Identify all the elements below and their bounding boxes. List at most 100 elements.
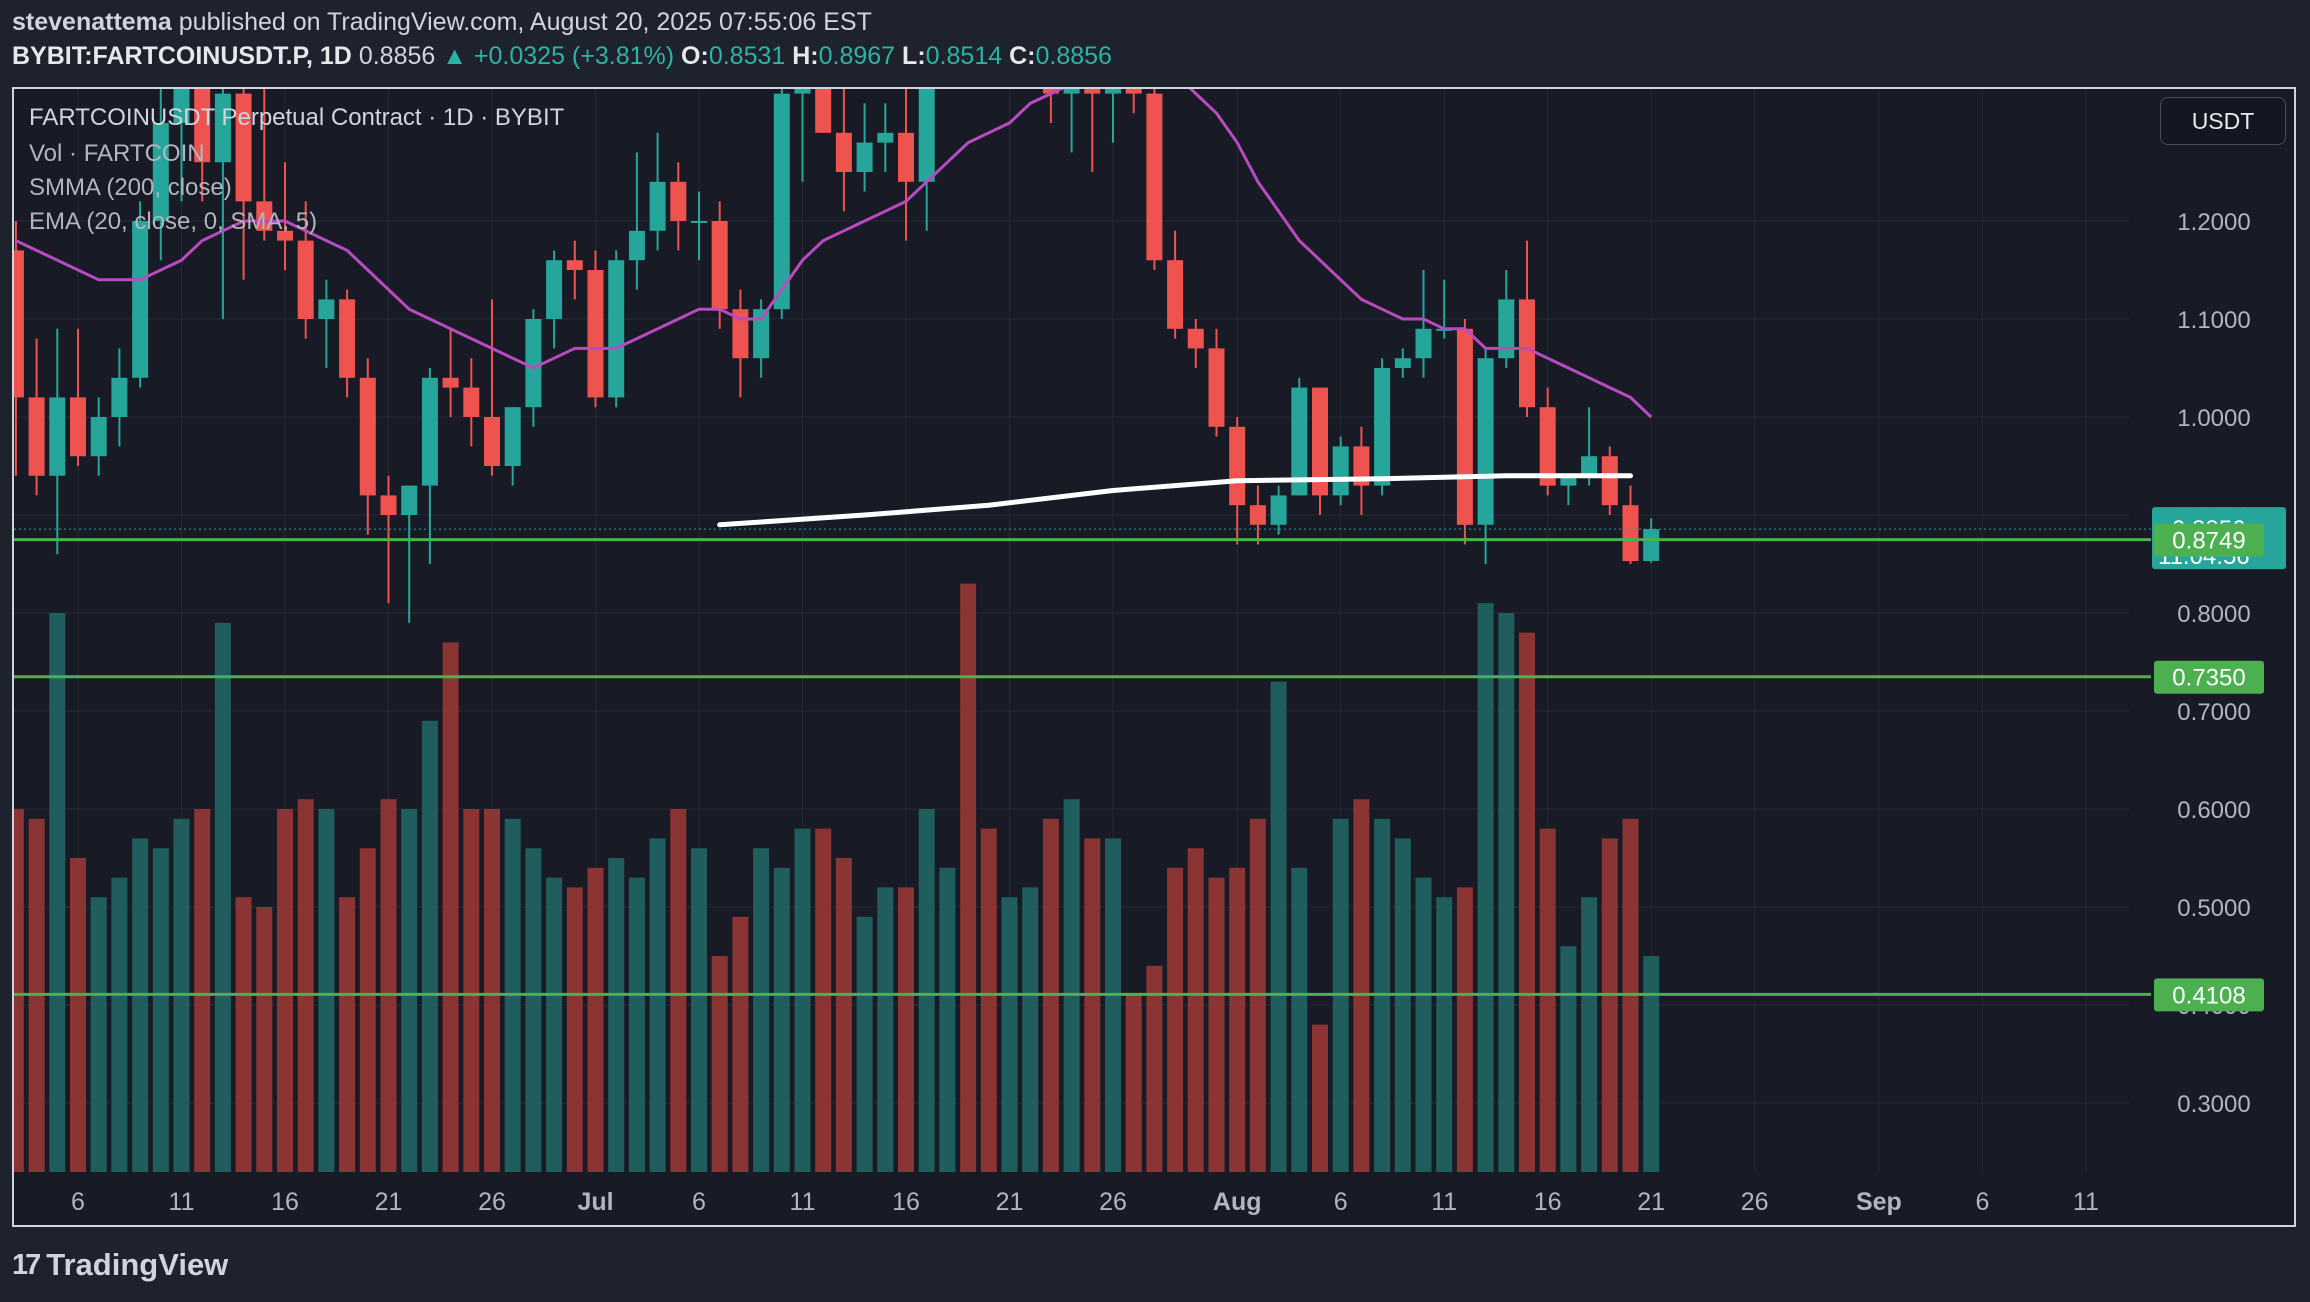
candle-body [401,485,418,515]
candle-body [960,0,976,5]
legend-volume[interactable]: Vol · FARTCOIN [29,140,205,167]
volume-bar [1353,799,1370,1172]
candle-body [1519,299,1535,408]
volume-bar [960,583,977,1172]
price-tick-label: 1.2000 [2177,209,2250,236]
candle-body [546,260,563,319]
volume-bar [1519,632,1535,1172]
tradingview-brand[interactable]: 17 TradingView [12,1247,228,1283]
candle-body [1146,93,1163,261]
candle-body [939,0,955,15]
candlesticks [14,0,1660,623]
candle-body [1581,456,1598,476]
candle-body [504,407,521,466]
legend-smma[interactable]: SMMA (200, close) [29,174,232,201]
candle-body [173,89,190,123]
volume-bar [463,809,480,1172]
time-tick-label: 6 [692,1188,706,1216]
candle-body [1643,529,1660,561]
candle-body [484,417,500,466]
volume-bars [14,583,1660,1172]
time-tick-label: 26 [1741,1188,1769,1216]
ema-20-line [15,89,1653,419]
candle-body [235,93,252,202]
candle-body [1291,387,1308,496]
volume-bar [214,622,231,1172]
volume-bar [1581,897,1598,1172]
candle-body [649,181,666,231]
candle-body [1229,426,1246,506]
candle-body [70,397,86,457]
high-label: H: [792,42,819,70]
price-change: ▲ +0.0325 (+3.81%) [442,42,675,70]
volume-bar [566,887,583,1172]
volume-bar [235,897,252,1172]
low-value: 0.8514 [925,42,1003,70]
time-tick-label: 21 [1637,1188,1665,1216]
volume-bar [691,848,707,1172]
volume-bar [835,858,852,1172]
publish-info: stevenattema published on TradingView.co… [12,8,872,37]
time-axis[interactable]: 6 11 16 21 26 Jul 6 11 16 21 26 Aug 6 11 16 21 26 Sep 6 11 [71,1188,2099,1216]
time-tick-label: Aug [1213,1188,1262,1216]
volume-bar [90,897,107,1172]
volume-bar [918,809,935,1172]
volume-bar [980,828,997,1172]
volume-bar [442,642,459,1172]
candle-body [359,377,376,496]
volume-bar [111,877,128,1172]
candle-body [835,132,852,172]
volume-bar [1643,956,1660,1172]
volume-bar [1001,897,1018,1172]
candle-body [1167,260,1184,329]
level-badge-text: 0.8749 [2172,528,2245,555]
volume-bar [608,858,625,1172]
candle-body [918,89,935,182]
open-label: O: [681,42,709,70]
price-tick-label: 0.6000 [2177,797,2250,824]
candle-body [111,377,128,417]
candle-body [981,5,997,25]
volume-bar [1270,681,1287,1172]
candle-body [1208,348,1225,427]
time-tick-label: 26 [478,1188,506,1216]
smma-200-line [717,473,1633,528]
legend-main[interactable]: FARTCOINUSDT Perpetual Contract · 1D · B… [29,104,565,131]
time-tick-label: 11 [1431,1188,1457,1216]
volume-bar [1084,838,1101,1172]
level-badge [2154,660,2264,694]
candle-body [1498,299,1515,359]
candle-body [691,221,707,223]
volume-bar [1022,887,1039,1172]
volume-bar [297,799,314,1172]
open-value: 0.8531 [708,42,786,70]
candle-body [318,299,335,319]
volume-bar [484,809,500,1172]
candle-body [1002,0,1018,25]
candle-body [898,132,914,182]
volume-bar [1187,848,1204,1172]
candle-body [297,240,314,319]
candle-body [1270,495,1287,525]
volume-bar [194,809,211,1172]
tradingview-wordmark: TradingView [46,1247,229,1282]
tradingview-logo-icon: 17 [12,1248,41,1281]
candle-body [1063,89,1080,94]
candle-body [1187,328,1204,349]
price-tick-label: 0.8000 [2177,601,2250,628]
candle-body [566,260,583,270]
volume-bar [794,828,811,1172]
close-label: C: [1009,42,1036,70]
currency-button[interactable]: USDT [2160,97,2286,145]
legend-ema[interactable]: EMA (20, close, 0, SMA, 5) [29,208,318,235]
candle-body [194,89,211,163]
candle-body [1105,89,1121,94]
volume-bar [1105,838,1121,1172]
time-tick-label: Jul [577,1188,613,1216]
candle-body [856,142,873,172]
candle-body [90,417,107,457]
symbol-bar: BYBIT:FARTCOINUSDT.P, 1D 0.8856 ▲ +0.032… [12,42,1112,71]
publisher-name: stevenattema [12,8,172,36]
candle-body [463,387,480,417]
